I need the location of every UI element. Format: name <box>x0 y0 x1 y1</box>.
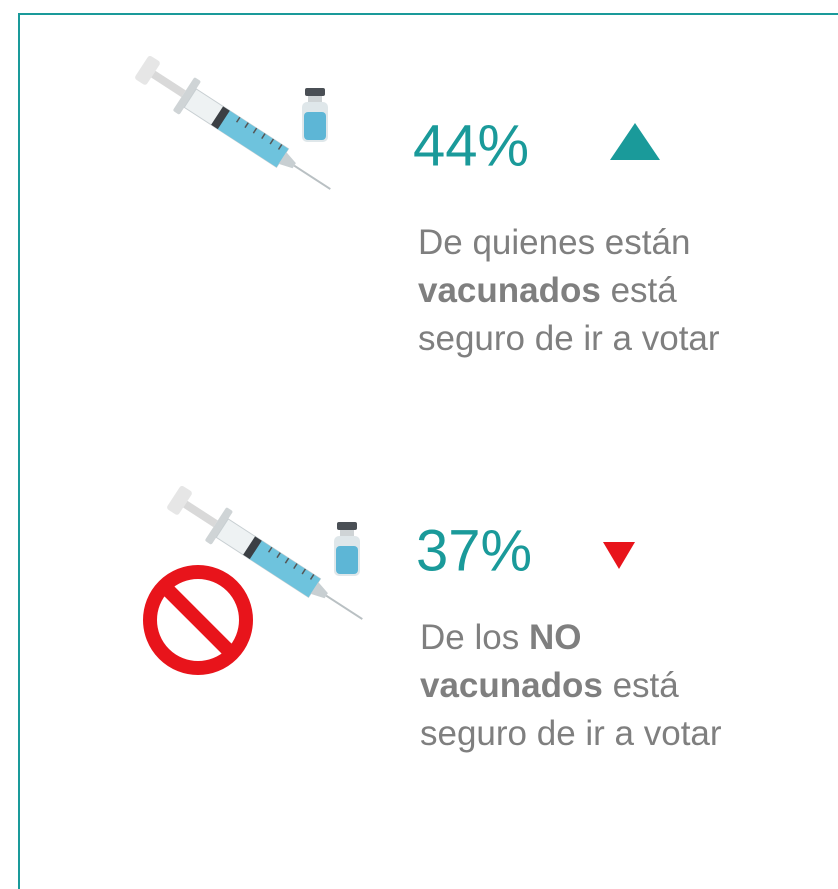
description-line: vacunados está <box>418 271 677 310</box>
description-text: De los <box>420 618 529 657</box>
description-text: está <box>601 271 677 310</box>
description-line: seguro de ir a votar <box>420 714 722 753</box>
description-line: De los NO <box>420 618 581 657</box>
trend-arrow <box>610 123 660 160</box>
description-text: seguro de ir a votar <box>420 714 722 753</box>
description-text: vacunados <box>418 271 601 310</box>
trend-arrow <box>603 542 635 569</box>
description-text: De quienes están <box>418 223 690 262</box>
percentage: 37% <box>416 518 532 583</box>
percentage: 44% <box>413 113 529 178</box>
description-text: NO <box>529 618 582 657</box>
syringe-icon <box>129 48 343 207</box>
description-line: vacunados está <box>420 666 679 705</box>
description-line: seguro de ir a votar <box>418 319 720 358</box>
description-text: seguro de ir a votar <box>418 319 720 358</box>
description-text: vacunados <box>420 666 603 705</box>
syringe-icon-crossed <box>143 478 375 675</box>
description-text: está <box>603 666 679 705</box>
description-line: De quienes están <box>418 223 690 262</box>
frame <box>18 13 838 889</box>
